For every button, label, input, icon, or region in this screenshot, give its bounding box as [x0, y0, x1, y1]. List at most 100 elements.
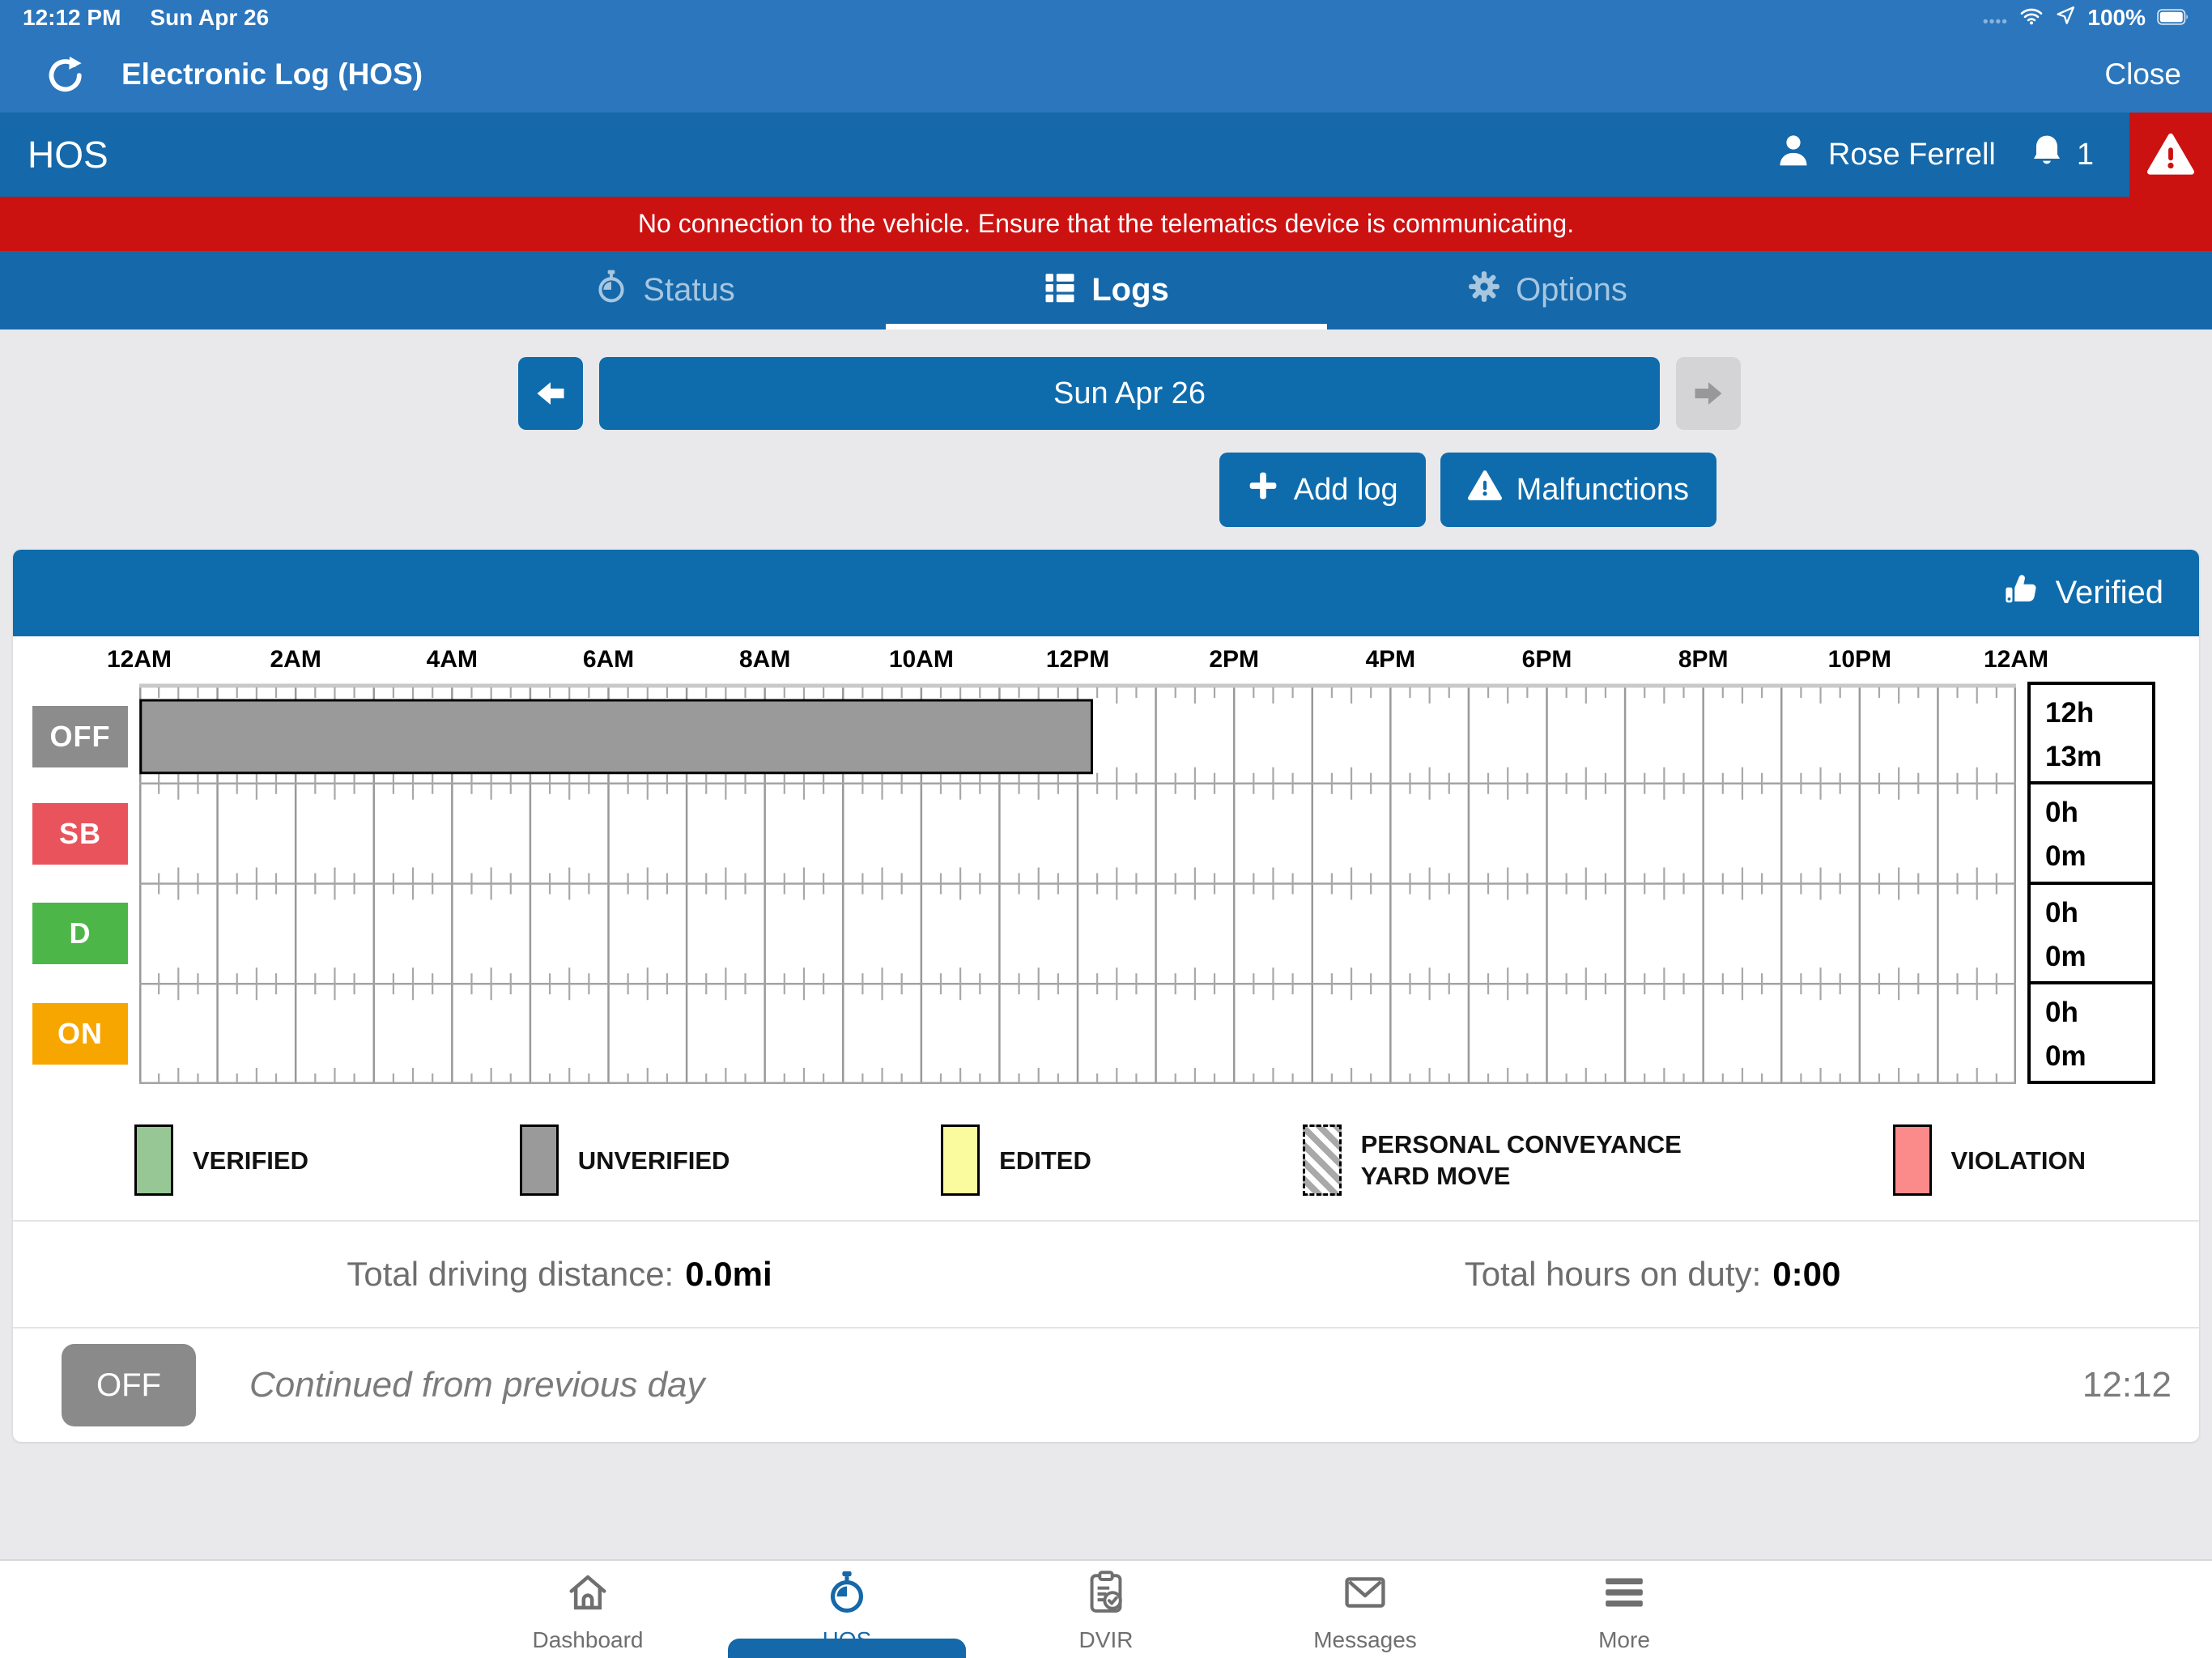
- duty-row-badge-on: ON: [32, 1003, 128, 1065]
- time-axis-label: 6PM: [1521, 646, 1572, 673]
- legend-swatch: [134, 1124, 173, 1196]
- hos-title-bar: HOS Rose Ferrell 1: [0, 113, 2212, 197]
- page-title: HOS: [28, 134, 108, 176]
- next-day-button[interactable]: [1676, 357, 1741, 430]
- duty-total-off: 12h 13m: [2031, 685, 2152, 781]
- distance-value: 0.0mi: [685, 1255, 772, 1293]
- log-entry-row[interactable]: OFF Continued from previous day 12:12: [13, 1329, 2199, 1442]
- legend-swatch: [1302, 1124, 1342, 1196]
- tab-logs[interactable]: Logs: [885, 251, 1327, 329]
- user-menu[interactable]: Rose Ferrell: [1775, 132, 1996, 177]
- status-time: 12:12 PM: [23, 5, 121, 30]
- time-axis-label: 12AM: [106, 646, 172, 673]
- nav-item-label: Messages: [1313, 1627, 1417, 1652]
- nav-item-label: More: [1598, 1627, 1650, 1652]
- legend-label: VIOLATION: [1950, 1146, 2086, 1175]
- tab-bar: Status Logs Options: [0, 251, 2212, 329]
- previous-day-button[interactable]: [518, 357, 583, 430]
- verified-status-bar[interactable]: Verified: [13, 550, 2199, 636]
- time-axis-label: 8AM: [738, 646, 791, 673]
- total-hours: 0h: [2045, 896, 2078, 929]
- time-axis-label: 8PM: [1678, 646, 1729, 673]
- user-name: Rose Ferrell: [1827, 137, 1996, 172]
- vehicle-alert-button[interactable]: [2129, 113, 2212, 197]
- plus-icon: [1247, 470, 1279, 510]
- time-axis-label: 4PM: [1365, 646, 1416, 673]
- time-axis-label: 12AM: [1983, 646, 2049, 673]
- total-minutes: 0m: [2045, 940, 2087, 972]
- gear-icon: [1467, 270, 1501, 312]
- warning-icon: [1467, 469, 1502, 511]
- time-axis-label: 12PM: [1045, 646, 1110, 673]
- menu-icon: [1602, 1571, 1646, 1620]
- bottom-navigation: DashboardHOSDVIRMessagesMore: [0, 1559, 2212, 1658]
- add-log-button[interactable]: Add log: [1219, 453, 1426, 527]
- refresh-button[interactable]: [44, 53, 87, 96]
- total-minutes: 0m: [2045, 1039, 2087, 1072]
- nav-item-messages[interactable]: Messages: [1236, 1561, 1495, 1658]
- tab-label: Options: [1516, 272, 1627, 308]
- legend-swatch: [941, 1124, 981, 1196]
- current-date-label: Sun Apr 26: [1053, 376, 1206, 410]
- tab-options[interactable]: Options: [1327, 251, 1768, 329]
- daily-log-card: Verified 12AM 2AM 4AM 6AM 8AM 10AM 12PM 2PM 4PM 6…: [13, 550, 2199, 1442]
- battery-percent: 100%: [2087, 5, 2146, 30]
- duty-hours-label: Total hours on duty:: [1464, 1255, 1762, 1293]
- divider: [13, 1220, 2199, 1222]
- duty-total-sb: 0h 0m: [2031, 781, 2152, 881]
- distance-label: Total driving distance:: [347, 1255, 674, 1293]
- tab-status[interactable]: Status: [445, 251, 886, 329]
- legend-item-violation: VIOLATION: [1892, 1124, 2086, 1196]
- duty-total-d: 0h 0m: [2031, 881, 2152, 981]
- legend-item-unverified: UNVERIFIED: [519, 1124, 730, 1196]
- thumbs-up-icon: [2004, 572, 2040, 615]
- entry-time: 12:12: [2082, 1365, 2172, 1405]
- clipboard-check-icon: [1084, 1571, 1128, 1620]
- total-minutes: 0m: [2045, 840, 2087, 873]
- nav-item-label: DVIR: [1078, 1627, 1134, 1652]
- total-minutes: 13m: [2045, 741, 2103, 772]
- time-axis-label: 2AM: [270, 646, 321, 673]
- connection-alert-text: No connection to the vehicle. Ensure tha…: [637, 209, 1575, 238]
- close-button[interactable]: Close: [2104, 57, 2181, 91]
- stopwatch-icon: [594, 270, 628, 312]
- nav-item-more[interactable]: More: [1495, 1561, 1754, 1658]
- driving-distance-summary: Total driving distance: 0.0mi: [13, 1255, 1106, 1294]
- bell-icon: [2028, 132, 2065, 177]
- person-icon: [1775, 132, 1812, 177]
- time-axis: 12AM 2AM 4AM 6AM 8AM 10AM 12PM 2PM 4PM 6PM 8PM 10PM…: [107, 646, 2048, 678]
- legend-label: PERSONAL CONVEYANCE YARD MOVE: [1360, 1130, 1682, 1190]
- nav-item-dvir[interactable]: DVIR: [976, 1561, 1236, 1658]
- legend-item-personal-conveyance: PERSONAL CONVEYANCE YARD MOVE: [1302, 1124, 1682, 1196]
- duty-total-on: 0h 0m: [2031, 980, 2152, 1081]
- location-icon: [2055, 5, 2076, 32]
- legend-item-verified: VERIFIED: [134, 1124, 308, 1196]
- chart-legend: VERIFIED UNVERIFIED EDITED PERSONAL CONVEYA…: [13, 1095, 2199, 1220]
- verified-label: Verified: [2055, 575, 2163, 610]
- time-axis-label: 2PM: [1209, 646, 1259, 673]
- malfunctions-label: Malfunctions: [1516, 472, 1689, 507]
- nav-item-dashboard[interactable]: Dashboard: [458, 1561, 717, 1658]
- connection-alert-banner: No connection to the vehicle. Ensure tha…: [0, 197, 2212, 251]
- list-icon: [1043, 270, 1077, 312]
- duty-grid[interactable]: [139, 683, 2016, 1095]
- notification-count: 1: [2076, 137, 2094, 172]
- legend-item-edited: EDITED: [941, 1124, 1091, 1196]
- time-axis-label: 4AM: [426, 646, 478, 673]
- total-hours: 0h: [2045, 996, 2078, 1028]
- tab-label: Logs: [1091, 272, 1169, 308]
- duty-row-badge-sb: SB: [32, 802, 128, 865]
- duty-hours-summary: Total hours on duty: 0:00: [1106, 1255, 2199, 1294]
- notifications-button[interactable]: 1: [2028, 132, 2094, 177]
- malfunctions-button[interactable]: Malfunctions: [1440, 453, 1716, 527]
- total-hours: 0h: [2045, 797, 2078, 829]
- app-header: Electronic Log (HOS) Close: [0, 36, 2212, 113]
- battery-icon: [2157, 5, 2189, 31]
- entry-status-badge: OFF: [62, 1344, 196, 1426]
- add-log-label: Add log: [1293, 472, 1398, 507]
- legend-swatch: [1892, 1124, 1932, 1196]
- home-icon: [566, 1571, 610, 1620]
- legend-label: VERIFIED: [193, 1146, 308, 1175]
- date-picker-button[interactable]: Sun Apr 26: [599, 357, 1660, 430]
